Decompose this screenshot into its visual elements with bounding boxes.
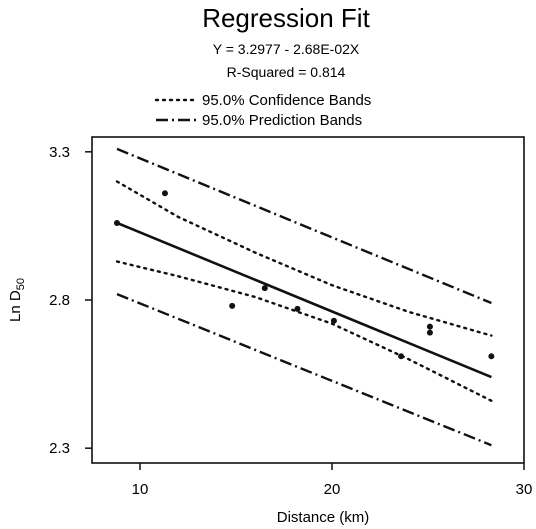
bands-layer [115,147,493,447]
data-point [426,323,433,330]
y-axis-label-main: Ln D [7,290,24,322]
legend-prediction-label: 95.0% Prediction Bands [202,112,362,129]
confidence-band-lower [115,260,493,402]
axis-ticks: 10 20 30 2.3 2.8 3.3 [49,144,532,498]
prediction-band-upper [116,147,492,305]
chart-title: Regression Fit [202,3,370,33]
r-squared-label: R-Squared = 0.814 [227,64,346,80]
legend-confidence-label: 95.0% Confidence Bands [202,92,371,109]
data-point [261,285,268,292]
data-point [294,305,301,312]
data-point [229,302,236,309]
data-point [398,353,405,360]
data-point [113,219,120,226]
data-point [161,190,168,197]
y-tick-label: 2.8 [49,292,70,309]
x-tick-label: 10 [132,481,149,498]
y-tick-label: 3.3 [49,144,70,161]
y-tick-label: 2.3 [49,440,70,457]
regression-line [116,221,492,379]
regression-equation: Y = 3.2977 - 2.68E-02X [213,41,360,57]
x-tick-label: 30 [516,481,533,498]
data-point [330,317,337,324]
y-axis-label: Ln D50 [7,278,27,322]
points-layer [113,190,495,360]
y-axis-label-subscript: 50 [15,278,27,290]
x-tick-label: 20 [324,481,341,498]
prediction-band-lower [116,292,492,447]
data-point [488,353,495,360]
x-axis-label: Distance (km) [277,509,370,526]
data-point [426,329,433,336]
plot-frame [91,136,525,464]
confidence-band-upper [115,180,493,337]
